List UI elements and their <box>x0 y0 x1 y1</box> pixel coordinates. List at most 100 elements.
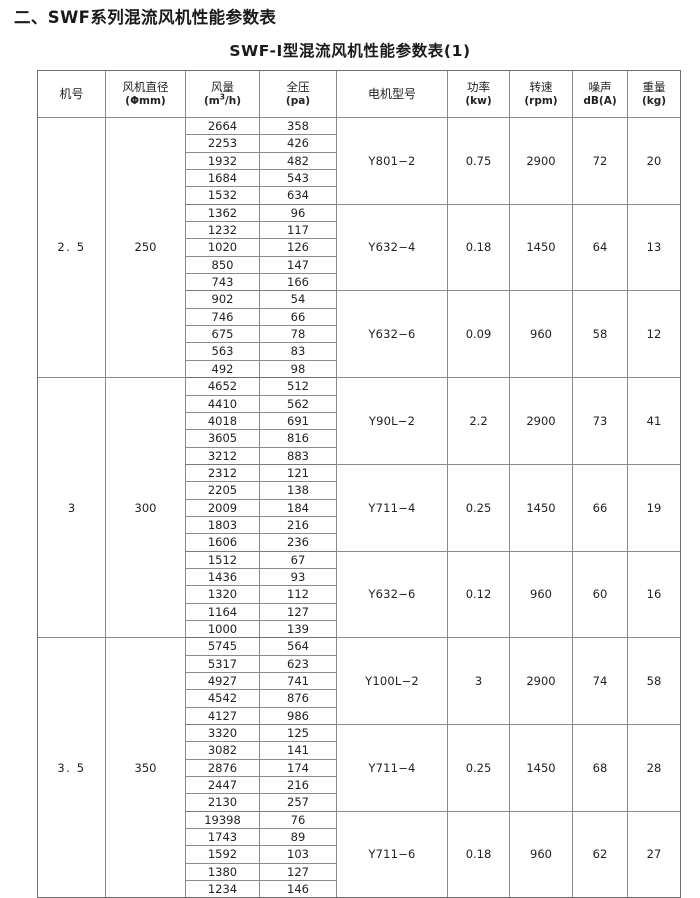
cell-airflow: 19398 <box>185 810 260 830</box>
table-row: 4410 562 <box>38 394 681 413</box>
cell-static-pressure: 426 <box>259 134 337 153</box>
cell-power: 0.25 <box>447 463 510 552</box>
cell-speed: 960 <box>509 810 573 898</box>
cell-noise: 73 <box>572 377 628 465</box>
cell-static-pressure: 125 <box>259 724 337 743</box>
cell-power: 0.18 <box>447 203 510 292</box>
table-row: 2876 174 <box>38 758 681 778</box>
cell-power: 0.18 <box>447 810 510 898</box>
cell-airflow: 746 <box>185 307 260 327</box>
column-header-unit: (kw) <box>465 94 492 107</box>
column-header-unit: (m3/h) <box>203 92 242 107</box>
cell-static-pressure: 67 <box>259 550 337 569</box>
cell-power: 0.75 <box>447 117 510 205</box>
cell-weight: 28 <box>627 724 681 812</box>
table-row: 3082 141 <box>38 741 681 760</box>
table-row: 1606 236 <box>38 533 681 552</box>
column-header-label: 风机直径 <box>122 80 169 95</box>
cell-static-pressure: 236 <box>259 533 337 552</box>
cell-motor-model: Y711−4 <box>336 724 448 812</box>
cell-static-pressure: 512 <box>259 377 337 396</box>
cell-weight: 27 <box>627 810 681 898</box>
column-header-machine: 机号 <box>37 70 106 118</box>
cell-airflow: 4927 <box>185 671 260 691</box>
table-row: 4927 741 <box>38 671 681 691</box>
table-row: 563 83 <box>38 342 681 361</box>
cell-airflow: 743 <box>185 273 260 292</box>
cell-weight: 12 <box>627 290 681 379</box>
table-row: 1803 216 <box>38 515 681 535</box>
cell-airflow: 1592 <box>185 845 260 864</box>
cell-motor-model: Y632−6 <box>336 290 448 379</box>
table-row: 3605 816 <box>38 429 681 448</box>
table-row: 1320 112 <box>38 585 681 604</box>
table-row: 492 98 <box>38 359 681 379</box>
cell-static-pressure: 121 <box>259 463 337 483</box>
table-row: 2009 184 <box>38 498 681 517</box>
cell-fan-diameter: 300 <box>105 377 186 639</box>
cell-airflow: 2876 <box>185 758 260 778</box>
table-row: 1592 103 <box>38 845 681 864</box>
header-row: 机号 风机直径 (Φmm) 风量 (m3/h) 全压 (pa) 电机型号 功率 (kw) 转速 (rp… <box>37 70 681 118</box>
cell-machine-number: 3. 5 <box>37 637 106 898</box>
cell-airflow: 1684 <box>185 169 260 188</box>
table-row: 4127 986 <box>38 706 681 726</box>
cell-airflow: 3320 <box>185 724 260 743</box>
cell-speed: 960 <box>509 290 573 379</box>
cell-power: 3 <box>447 637 510 726</box>
column-header-noise: 噪声 dB(A) <box>572 70 628 118</box>
cell-airflow: 2205 <box>185 481 260 500</box>
column-header-diameter: 风机直径 (Φmm) <box>105 70 186 118</box>
cell-airflow: 902 <box>185 290 260 309</box>
fan-performance-table: 机号 风机直径 (Φmm) 风量 (m3/h) 全压 (pa) 电机型号 功率 (kw) 转速 (rp… <box>37 70 681 898</box>
cell-static-pressure: 358 <box>259 116 337 136</box>
table-row: 2. 5 250 2664 358 Y801−2 0.75 2900 72 20 <box>37 116 681 379</box>
cell-static-pressure: 623 <box>259 654 337 674</box>
cell-static-pressure: 76 <box>259 810 337 830</box>
section-heading: 二、SWF系列混流风机性能参数表 <box>14 8 277 27</box>
cell-airflow: 1000 <box>185 619 260 639</box>
cell-speed: 960 <box>509 550 573 639</box>
table-row: 1362 96 Y632−4 0.18 1450 64 13 <box>38 203 681 292</box>
cell-airflow: 1512 <box>185 550 260 569</box>
cell-weight: 13 <box>627 203 681 292</box>
cell-static-pressure: 93 <box>259 567 337 587</box>
table-row: 1512 67 Y632−6 0.12 960 60 16 <box>38 550 681 639</box>
cell-airflow: 2009 <box>185 498 260 517</box>
column-header-unit: dB(A) <box>583 94 617 107</box>
cell-airflow: 2312 <box>185 463 260 483</box>
column-header-label: 全压 <box>286 80 310 95</box>
cell-power: 0.12 <box>447 550 510 639</box>
cell-airflow: 1362 <box>185 203 260 223</box>
cell-static-pressure: 634 <box>259 186 337 205</box>
column-header-pressure: 全压 (pa) <box>259 70 337 118</box>
table-row: 3212 883 <box>38 446 681 465</box>
table-body: 2. 5 250 2664 358 Y801−2 0.75 2900 72 20 2253 426 1… <box>37 116 681 898</box>
cell-airflow: 1606 <box>185 533 260 552</box>
table-row: 2253 426 <box>38 134 681 153</box>
cell-static-pressure: 883 <box>259 446 337 465</box>
cell-static-pressure: 147 <box>259 255 337 275</box>
column-header-label: 风量 <box>211 80 234 95</box>
cell-motor-model: Y90L−2 <box>336 377 448 465</box>
column-header-unit: (rpm) <box>524 94 558 107</box>
table-row: 5317 623 <box>38 654 681 674</box>
cell-static-pressure: 257 <box>259 793 337 812</box>
cell-static-pressure: 184 <box>259 498 337 517</box>
cell-airflow: 1532 <box>185 186 260 205</box>
cell-static-pressure: 83 <box>259 342 337 361</box>
column-header-unit: (pa) <box>285 94 311 107</box>
column-header-label: 转速 <box>529 80 553 95</box>
cell-power: 2.2 <box>447 377 510 465</box>
cell-motor-model: Y711−4 <box>336 463 448 552</box>
cell-speed: 2900 <box>509 377 573 465</box>
cell-power: 0.25 <box>447 724 510 812</box>
cell-airflow: 4652 <box>185 377 260 396</box>
cell-static-pressure: 78 <box>259 325 337 344</box>
cell-noise: 74 <box>572 637 628 726</box>
cell-airflow: 2447 <box>185 776 260 795</box>
cell-airflow: 5745 <box>185 637 260 656</box>
cell-weight: 41 <box>627 377 681 465</box>
column-header-weight: 重量 (kg) <box>627 70 681 118</box>
cell-fan-diameter: 250 <box>105 116 186 379</box>
